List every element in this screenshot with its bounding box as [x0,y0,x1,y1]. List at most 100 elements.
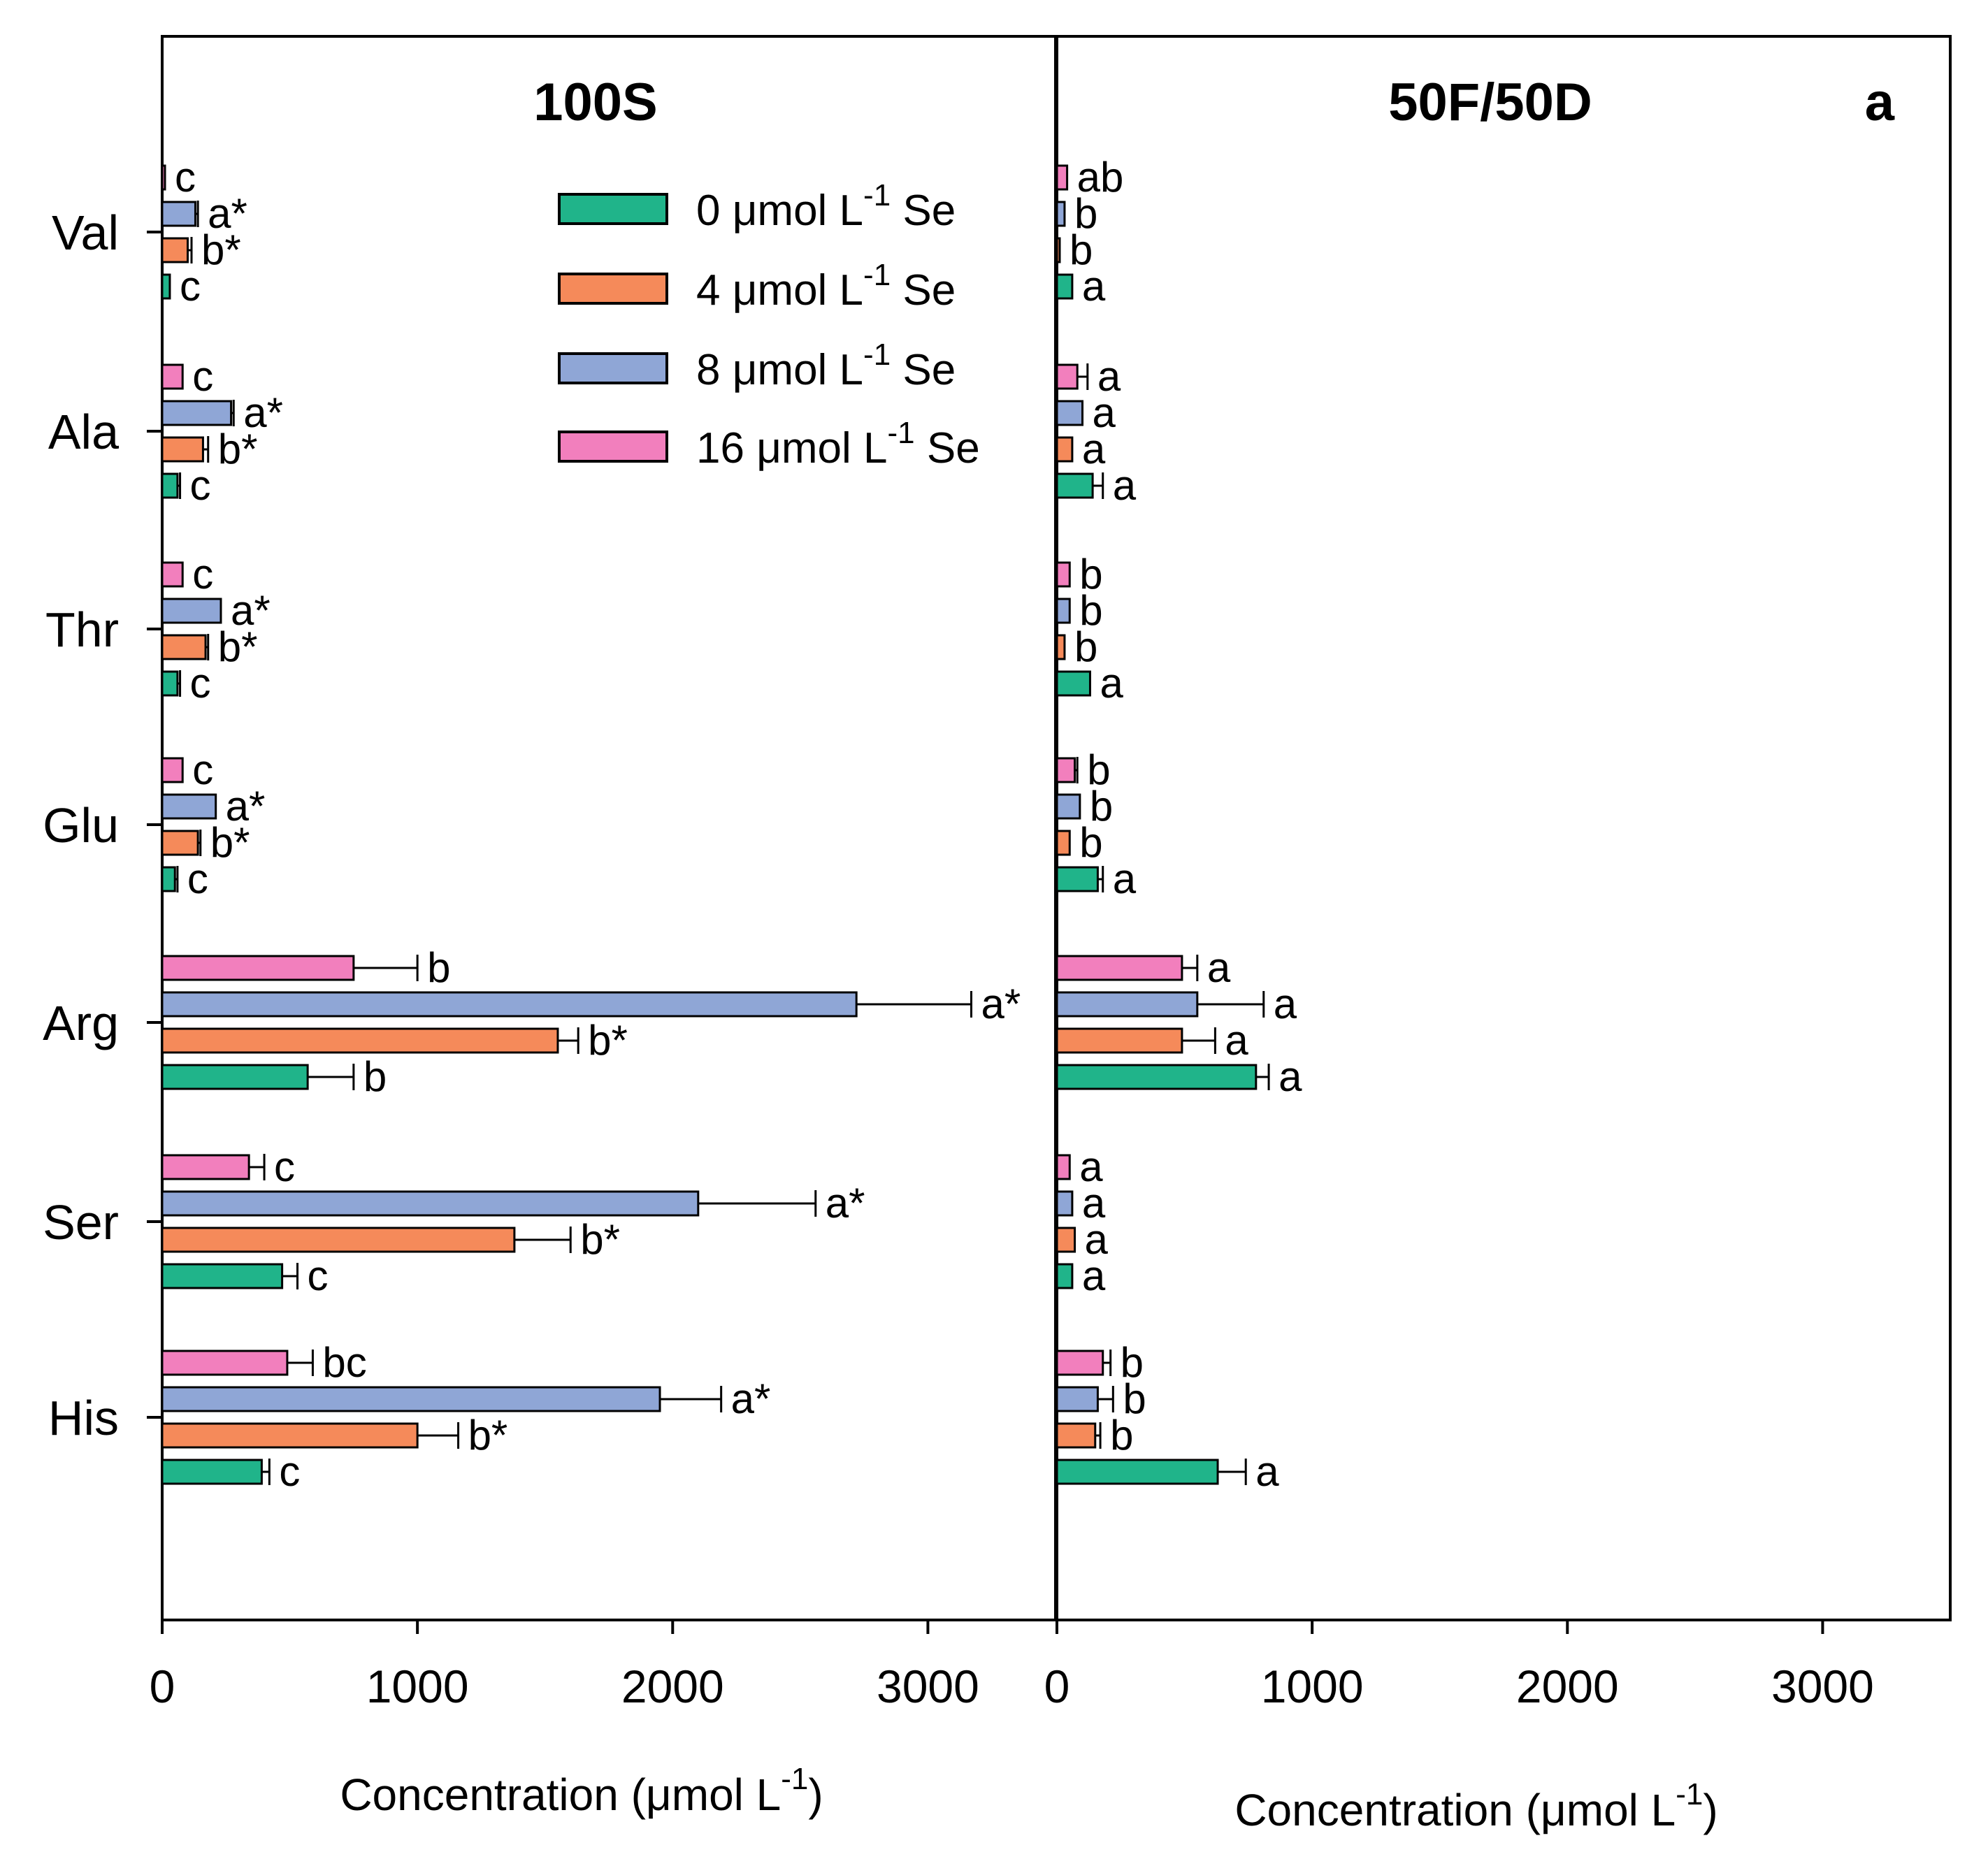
bar [1056,598,1071,624]
significance-label: b [1090,783,1113,830]
bar [161,793,217,820]
legend-swatch [558,352,668,384]
y-category-label: Glu [43,798,119,853]
legend-label: 8 μmol L-1 Se [696,338,956,394]
significance-label: a [1113,462,1137,509]
x-tick-label: 0 [150,1661,175,1712]
bar [1056,1263,1074,1289]
legend-swatch [558,273,668,305]
significance-label: c [192,746,213,793]
bar [1056,1459,1219,1485]
significance-label: c [192,551,213,598]
bar [1056,670,1091,697]
y-category-label: Ala [48,405,119,459]
x-tick-label: 1000 [1261,1661,1364,1712]
panel-letter: a [1865,73,1895,132]
significance-label: c [279,1448,300,1495]
bar [161,991,858,1018]
bar [161,363,184,390]
significance-label: b* [588,1017,628,1064]
significance-label: b [1074,623,1097,670]
significance-label: b* [580,1216,620,1263]
panel-2: 50F/50D 0 1000 2000 3000 Concentration (μmol … [1044,35,1952,1835]
bar [1056,237,1061,263]
bar [161,670,179,697]
legend: 0 μmol L-1 Se 4 μmol L-1 Se 8 μmol L-1 Se 1… [558,178,980,472]
significance-label: b [1069,226,1093,273]
significance-label: a [1274,981,1297,1027]
panel-frame [1056,35,1952,1621]
bar [161,273,171,300]
bar [161,164,166,191]
bar [1056,164,1069,191]
significance-label: a [1093,389,1116,436]
x-tick-label: 3000 [877,1661,979,1712]
significance-label: c [308,1252,329,1299]
bar [161,1459,263,1485]
panel-1: 100S 0 1000 2000 3000 Concentration (μmol L-1… [43,35,1057,1820]
significance-label: a [1255,1448,1279,1495]
significance-label: b [1110,1412,1133,1459]
significance-label: a* [231,587,271,634]
significance-label: a* [208,190,247,237]
x-axis-label: Concentration (μmol L-1) [1234,1777,1717,1835]
significance-label: a* [226,783,266,830]
significance-label: a [1225,1017,1248,1064]
legend-label: 16 μmol L-1 Se [696,416,980,472]
x-tick-label: 0 [1044,1661,1070,1712]
significance-label: c [190,660,211,707]
x-tick-label: 2000 [1516,1661,1619,1712]
significance-label: b [1079,551,1102,598]
legend-swatch [558,431,668,463]
bar [161,830,199,856]
significance-label: b [1079,587,1102,634]
bar [161,561,184,588]
significance-label: b [1123,1375,1146,1422]
significance-label: c [192,353,213,400]
bar [1056,1350,1104,1376]
bar [1056,1386,1099,1412]
x-tick-label: 3000 [1771,1661,1874,1712]
bar [161,1386,661,1412]
bar [1056,400,1084,426]
significance-label: a [1082,263,1106,310]
significance-label: a [1100,660,1123,707]
bar [1056,1154,1071,1180]
bar [1056,472,1094,499]
bar [161,436,204,463]
significance-label: a [1085,1216,1109,1263]
bar [1056,436,1074,463]
significance-label: a [1207,944,1231,991]
significance-label: a [1113,855,1137,902]
bar [1056,201,1066,227]
legend-label: 4 μmol L-1 Se [696,258,956,314]
bar [161,955,355,981]
bar [1056,830,1071,856]
x-tick-label: 1000 [366,1661,469,1712]
significance-label: b [1074,190,1097,237]
significance-label: ab [1077,154,1124,201]
significance-label: b [1121,1339,1144,1386]
bar [161,201,196,227]
significance-label: a [1082,1252,1106,1299]
significance-label: b* [468,1412,508,1459]
y-category-label: Thr [45,602,119,657]
legend-swatch [558,193,668,225]
significance-label: b* [218,426,258,472]
significance-label: b* [218,623,258,670]
bar [1056,1064,1258,1090]
significance-label: bc [322,1339,366,1386]
bar [161,1350,289,1376]
bar [161,1263,284,1289]
bar [161,1190,700,1217]
bar [1056,273,1074,300]
significance-label: c [175,154,196,201]
y-category-label: His [48,1391,119,1445]
bar [161,1027,559,1054]
significance-label: c [274,1143,295,1190]
bar [161,1227,516,1253]
bar [161,1422,419,1449]
significance-label: b* [201,226,241,273]
significance-label: b [1087,746,1110,793]
bar [1056,1422,1097,1449]
